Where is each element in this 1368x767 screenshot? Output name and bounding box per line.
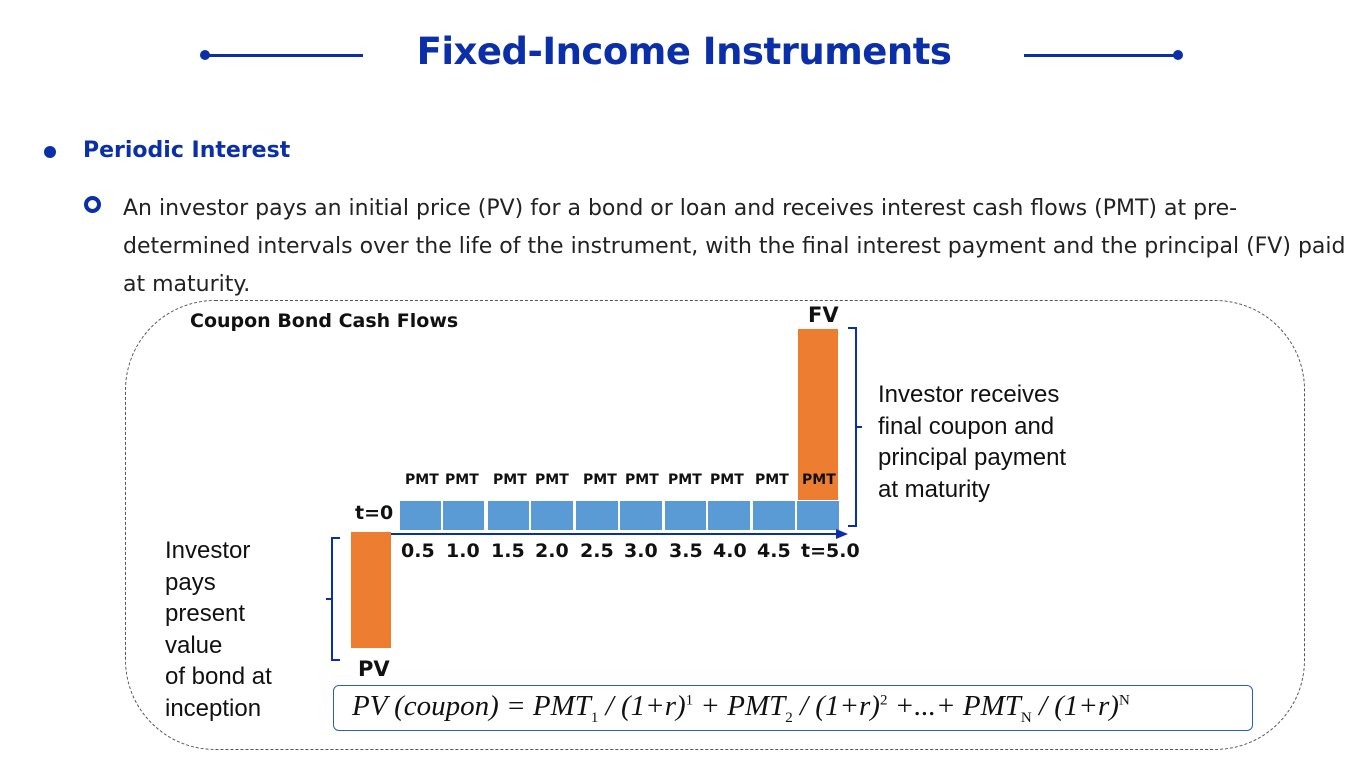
diagram-title: Coupon Bond Cash Flows xyxy=(190,310,459,332)
formula-slash: / xyxy=(1031,690,1055,722)
maturity-note-line: at maturity xyxy=(878,475,991,503)
formula-sub: 1 xyxy=(590,709,599,726)
formula-sub: 2 xyxy=(785,709,793,726)
formula-ellipsis: +...+ xyxy=(887,690,963,722)
formula-slash: / xyxy=(792,690,816,722)
formula-pmt: PMT xyxy=(962,690,1021,722)
inception-note: Investor pays present value of bond at i… xyxy=(165,535,272,724)
fv-label: FV xyxy=(808,303,839,327)
inception-note-line: Investor xyxy=(165,537,251,564)
inception-bracket xyxy=(326,537,340,661)
formula-sup: 1 xyxy=(685,692,694,709)
time-label: 0.5 xyxy=(401,540,435,562)
coupon-block xyxy=(707,500,751,531)
header-left-line xyxy=(205,54,363,57)
formula-sub: N xyxy=(1020,709,1032,726)
pmt-label: PMT xyxy=(710,472,744,488)
page-title: Fixed-Income Instruments xyxy=(416,30,952,73)
pmt-label: PMT xyxy=(802,472,836,488)
time-label: 2.0 xyxy=(535,540,569,562)
formula-box xyxy=(333,685,1253,731)
coupon-block xyxy=(399,500,442,531)
pv-formula: PV (coupon) = PMT1 / (1+r)1 + PMT2 / (1+… xyxy=(352,690,1130,727)
pv-bar xyxy=(351,532,391,648)
time-label: 3.0 xyxy=(624,540,658,562)
maturity-note-line: final coupon and xyxy=(878,412,1055,440)
coupon-block xyxy=(575,500,619,531)
time-label: 1.5 xyxy=(491,540,525,562)
time-label: 4.0 xyxy=(713,540,747,562)
pmt-label: PMT xyxy=(445,472,479,488)
maturity-note-line: principal payment xyxy=(878,444,1067,471)
coupon-block xyxy=(619,500,663,531)
coupon-block xyxy=(530,500,574,531)
time-label: 4.5 xyxy=(757,540,791,562)
header-right-dot xyxy=(1173,50,1183,60)
maturity-note: Investor receives final coupon and princ… xyxy=(878,379,1066,505)
coupon-block xyxy=(442,500,485,531)
time-label: 2.5 xyxy=(580,540,614,562)
pmt-label: PMT xyxy=(625,472,659,488)
time-label: t=5.0 xyxy=(801,540,860,562)
time-label: 3.5 xyxy=(669,540,703,562)
paragraph-ring-bullet-icon xyxy=(84,196,101,213)
inception-note-line: value xyxy=(165,631,223,659)
pmt-label: PMT xyxy=(583,472,617,488)
coupon-block xyxy=(664,500,707,531)
section-bullet-icon xyxy=(44,146,56,158)
inception-note-line: present xyxy=(165,600,246,627)
inception-note-line: of bond at xyxy=(165,663,272,690)
maturity-bracket xyxy=(848,327,862,527)
coupon-block xyxy=(796,500,840,531)
formula-paren: (1+r) xyxy=(620,690,686,722)
section-heading: Periodic Interest xyxy=(83,138,291,163)
pmt-label: PMT xyxy=(668,472,702,488)
formula-paren: (1+r) xyxy=(815,690,880,722)
header-right-line xyxy=(1024,54,1178,57)
fv-bar xyxy=(798,329,838,500)
formula-plus: + xyxy=(693,690,728,722)
coupon-block xyxy=(487,500,530,531)
formula-paren: (1+r) xyxy=(1054,690,1119,722)
pmt-label: PMT xyxy=(493,472,527,488)
timeline-arrow xyxy=(370,529,848,539)
pmt-label: PMT xyxy=(405,472,439,488)
formula-slash: / xyxy=(598,690,621,722)
t0-label: t=0 xyxy=(355,502,394,524)
inception-note-line: pays xyxy=(165,568,216,596)
body-paragraph: An investor pays an initial price (PV) f… xyxy=(123,196,1346,297)
pv-label: PV xyxy=(358,657,390,681)
formula-sup: 2 xyxy=(879,692,888,709)
formula-lhs: PV (coupon) = xyxy=(352,690,533,722)
formula-pmt: PMT xyxy=(532,690,591,722)
formula-sup: N xyxy=(1118,692,1130,709)
inception-note-line: inception xyxy=(165,694,262,722)
formula-pmt: PMT xyxy=(727,690,786,722)
pmt-label: PMT xyxy=(535,472,569,488)
maturity-note-line: Investor receives xyxy=(878,381,1060,408)
coupon-block xyxy=(752,500,796,531)
diagram-panel xyxy=(125,300,1305,750)
pmt-label: PMT xyxy=(755,472,789,488)
time-label: 1.0 xyxy=(446,540,480,562)
